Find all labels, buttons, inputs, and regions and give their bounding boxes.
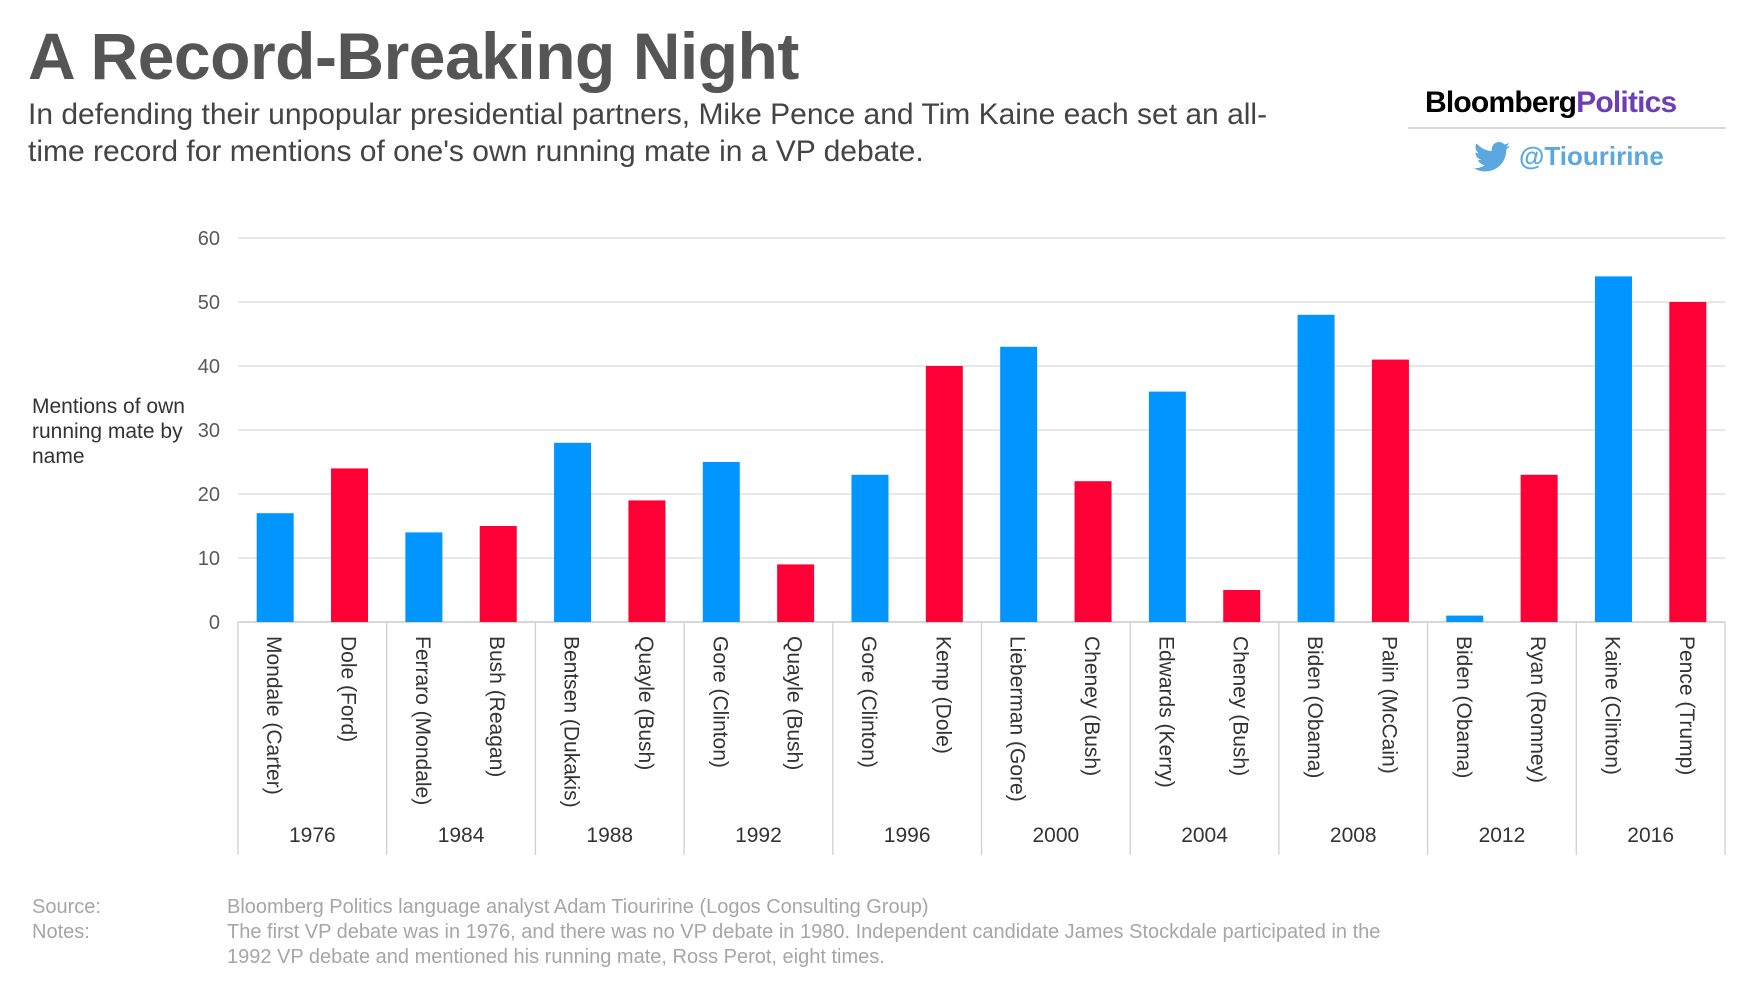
year-group-label: 2000 <box>1032 824 1079 847</box>
year-group-label: 2008 <box>1330 824 1377 847</box>
y-tick-label: 10 <box>198 548 220 570</box>
source-label: Source: <box>32 896 101 918</box>
bar-ryan-romney--2012 <box>1520 474 1558 622</box>
y-tick-label: 50 <box>198 292 220 314</box>
year-group-label: 2012 <box>1479 824 1526 847</box>
x-category-label: Cheney (Bush) <box>1229 636 1252 776</box>
notes-label: Notes: <box>32 921 90 943</box>
x-category-label: Palin (McCain) <box>1377 636 1400 774</box>
x-category-label: Dole (Ford) <box>337 636 360 742</box>
x-category-label: Pence (Trump) <box>1675 636 1698 775</box>
bar-cheney-bush--2000 <box>1074 481 1112 622</box>
bar-biden-obama--2012 <box>1446 615 1484 622</box>
x-category-label: Kemp (Dole) <box>931 636 954 754</box>
y-tick-label: 30 <box>198 420 220 442</box>
x-category-label: Kaine (Clinton) <box>1600 636 1623 775</box>
bar-pence-trump--2016 <box>1669 302 1707 622</box>
year-group-label: 1992 <box>735 824 782 847</box>
bar-quayle-bush--1988 <box>628 500 666 622</box>
y-tick-label: 40 <box>198 356 220 378</box>
year-group-label: 2016 <box>1627 824 1674 847</box>
y-axis-label: Mentions of own running mate by name <box>32 395 185 468</box>
x-category-label: Gore (Clinton) <box>708 636 731 768</box>
bar-dole-ford--1976 <box>331 468 369 622</box>
bar-lieberman-gore--2000 <box>1000 346 1038 622</box>
x-category-label: Ryan (Romney) <box>1526 636 1549 783</box>
x-category-label: Edwards (Kerry) <box>1154 636 1177 788</box>
y-tick-label: 60 <box>198 228 220 250</box>
logo-bloomberg-text: Bloomberg <box>1425 86 1577 119</box>
year-group-label: 1988 <box>586 824 633 847</box>
chart-title: A Record-Breaking Night <box>28 19 799 93</box>
year-group-label: 1976 <box>289 824 336 847</box>
bar-edwards-kerry--2004 <box>1148 391 1186 622</box>
brand-divider <box>1408 127 1726 129</box>
bloomberg-politics-logo: BloombergPolitics <box>1425 86 1677 120</box>
twitter-handle-text: @Tiouririne <box>1519 141 1664 171</box>
bar-gore-clinton--1992 <box>702 462 740 622</box>
x-category-label: Biden (Obama) <box>1452 636 1475 778</box>
bar-bush-reagan--1984 <box>479 526 517 622</box>
source-text: Bloomberg Politics language analyst Adam… <box>227 896 929 918</box>
x-category-label: Gore (Clinton) <box>857 636 880 768</box>
twitter-bird-icon <box>1474 141 1510 171</box>
bar-chart: 0 10 20 30 40 50 60 Mondale (Carter) Dole (Ford)… <box>198 228 1726 855</box>
x-category-label: Ferraro (Mondale) <box>411 636 434 805</box>
bar-quayle-bush--1992 <box>777 564 815 622</box>
logo-politics-text: Politics <box>1576 86 1677 119</box>
x-category-label: Lieberman (Gore) <box>1006 636 1029 802</box>
bar-kemp-dole--1996 <box>925 366 963 622</box>
x-category-label: Quayle (Bush) <box>783 636 806 770</box>
year-group-label: 2004 <box>1181 824 1228 847</box>
year-group-label: 1996 <box>884 824 931 847</box>
notes-text: The first VP debate was in 1976, and the… <box>227 921 1381 968</box>
bar-mondale-carter--1976 <box>256 513 294 622</box>
bar-kaine-clinton--2016 <box>1594 276 1632 622</box>
twitter-handle[interactable]: @Tiouririne <box>1474 141 1664 172</box>
x-category-label: Bentsen (Dukakis) <box>560 636 583 808</box>
chart-subtitle: In defending their unpopular presidentia… <box>28 98 1268 168</box>
y-tick-label: 20 <box>198 484 220 506</box>
x-category-label: Mondale (Carter) <box>262 636 285 795</box>
bar-cheney-bush--2004 <box>1223 590 1261 622</box>
x-category-label: Biden (Obama) <box>1303 636 1326 778</box>
bar-gore-clinton--1996 <box>851 474 889 622</box>
bar-bentsen-dukakis--1988 <box>554 442 592 622</box>
x-category-label: Quayle (Bush) <box>634 636 657 770</box>
year-group-label: 1984 <box>438 824 485 847</box>
bar-ferraro-mondale--1984 <box>405 532 443 622</box>
bar-palin-mccain--2008 <box>1371 359 1409 622</box>
x-category-label: Bush (Reagan) <box>485 636 508 777</box>
y-tick-label: 0 <box>209 612 220 634</box>
bar-biden-obama--2008 <box>1297 314 1335 622</box>
x-category-label: Cheney (Bush) <box>1080 636 1103 776</box>
